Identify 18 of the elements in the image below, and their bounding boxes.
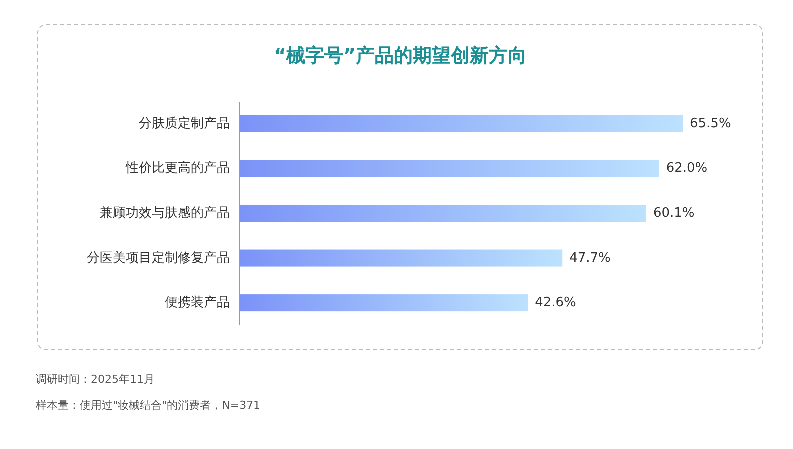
y-tick-label: 性价比更高的产品 [125, 160, 230, 176]
bar [240, 250, 563, 267]
data-label: 65.5% [690, 116, 732, 132]
data-label: 62.0% [666, 161, 708, 176]
chart-title: “械字号”产品的期望创新方向 [274, 45, 527, 67]
text: 样本量：使用过"妆械结合"的消费者，N=371 [36, 399, 261, 412]
bar [240, 160, 660, 178]
data-label: 60.1% [653, 206, 695, 221]
y-tick-label: 便携装产品 [165, 296, 230, 311]
bar [240, 294, 528, 312]
y-tick-label: 兼顾功效与肤感的产品 [100, 206, 230, 221]
data-label: 42.6% [535, 296, 576, 311]
y-tick-label: 分肤质定制产品 [139, 116, 230, 132]
bar [240, 115, 683, 132]
text: 调研时间：2025年11月 [36, 373, 155, 386]
y-tick-label: 分医美项目定制修复产品 [87, 250, 230, 266]
data-label: 47.7% [570, 250, 611, 266]
bar [240, 204, 646, 222]
